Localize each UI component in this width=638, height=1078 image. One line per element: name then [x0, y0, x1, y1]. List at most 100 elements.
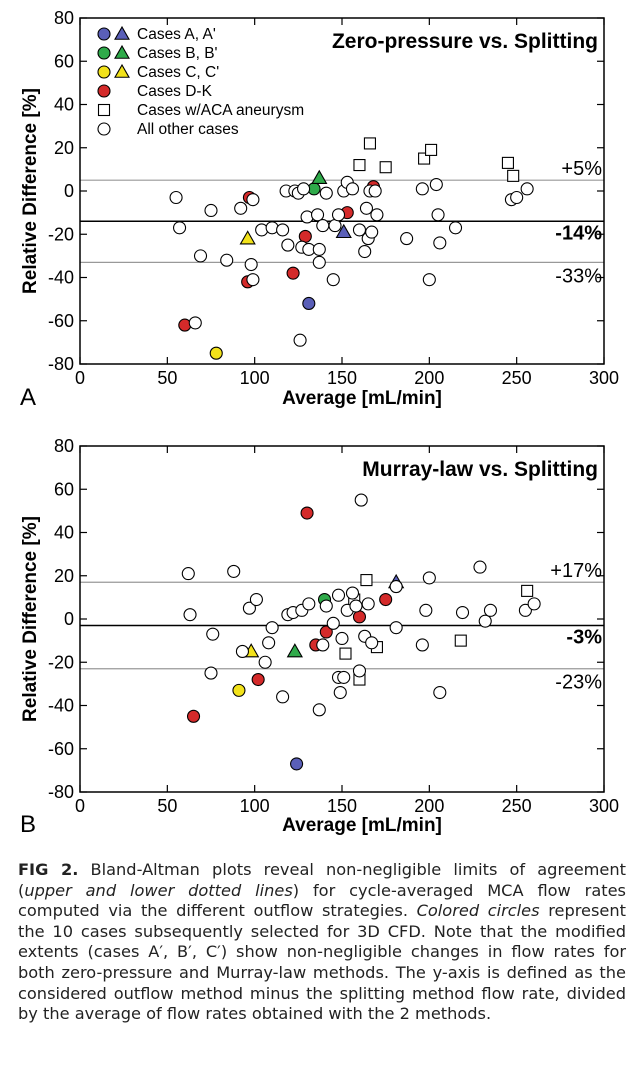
- panel-a-series-5-point-33: [352, 223, 367, 237]
- panel-a-series-5-point-29: [331, 208, 346, 222]
- panel-b-series-5-point-5: [235, 644, 249, 658]
- panel-a-xtick-label-1: 50: [157, 368, 177, 388]
- panel-a-series-5-point-49: [510, 190, 524, 205]
- legend-label-0: Cases A, A': [137, 26, 216, 43]
- panel-b-ytick-label-4: 0: [64, 609, 74, 629]
- panel-a-series-3-point-3: [286, 266, 300, 280]
- panel-b-series-4-point-6: [521, 584, 534, 597]
- panel-a-series-5-point-11: [265, 221, 279, 235]
- panel-b-series-5-point-35: [415, 638, 429, 652]
- panel-b-series-5-point-39: [455, 605, 470, 620]
- panel-b-frame: [79, 445, 605, 793]
- panel-a-series-4-point-4: [425, 143, 438, 156]
- legend-marker-circle-0: [97, 27, 111, 41]
- panel-a-series-0-point-1: [335, 223, 352, 239]
- legend-marker-triangle-0: [114, 25, 130, 40]
- panel-b-series-5-point-18: [319, 599, 333, 613]
- panel-a-ytick-label-3: -20: [48, 224, 74, 244]
- panel-b-ytick-label-8: 80: [54, 436, 74, 456]
- panel-b-ytick-label-0: -80: [48, 782, 74, 802]
- panel-b-series-5-point-4: [227, 564, 241, 578]
- panel-a-ytick-label-7: 60: [54, 51, 74, 71]
- panel-b-xtick-label-2: 100: [240, 796, 270, 816]
- panel-a-letter: A: [20, 384, 36, 411]
- panel-a-xtick-label-4: 200: [414, 368, 444, 388]
- panel-a-series-5-point-39: [368, 184, 382, 198]
- panel-a-series-4-point-0: [353, 159, 366, 172]
- legend-marker-square-4: [97, 103, 111, 117]
- panel-a-xlabel: Average [mL/min]: [282, 388, 442, 409]
- legend-marker-circle-2: [97, 65, 111, 79]
- panel-a-series-5-point-26: [319, 186, 333, 200]
- panel-a-series-5-point-35: [359, 201, 374, 215]
- panel-b-ref-label-1: -3%: [566, 626, 602, 648]
- panel-b-ylabel: Relative Difference [%]: [20, 516, 41, 722]
- caption-italic-1: upper and lower dotted lines: [24, 880, 293, 900]
- panel-b-series-5-point-31: [361, 597, 375, 611]
- panel-a-series-2-point-0: [209, 346, 223, 360]
- panel-a-series-5-point-22: [310, 208, 325, 222]
- panel-a-series-5-point-38: [365, 225, 379, 239]
- panel-a-series-5-point-7: [246, 193, 260, 207]
- panel-b-series-5-point-41: [478, 614, 492, 628]
- panel-a-series-5-point-45: [431, 208, 445, 222]
- panel-a-series-5-point-0: [169, 190, 183, 205]
- panel-a-series-3-point-0: [178, 318, 192, 332]
- panel-a-series-5-point-1: [173, 221, 187, 235]
- panel-a-series-2-point-1: [239, 230, 256, 245]
- panel-a-ytick-label-4: 0: [64, 181, 74, 201]
- caption-label: FIG 2.: [18, 860, 79, 879]
- panel-b-xtick-label-0: 0: [75, 796, 85, 816]
- panel-b-series-5-point-1: [183, 608, 197, 622]
- caption-text-3: represent the 10 cases subsequently sele…: [18, 901, 626, 1024]
- panel-a-series-5-point-3: [193, 249, 208, 263]
- panel-a-ref-label-0: +5%: [561, 158, 602, 180]
- legend-marker-triangle-1: [114, 44, 130, 59]
- panel-a-series-5-point-4: [204, 203, 218, 218]
- legend-label-2: Cases C, C': [137, 64, 219, 81]
- panel-a-series-5-point-12: [276, 223, 290, 237]
- panel-b-xlabel: Average [mL/min]: [282, 815, 442, 836]
- panel-a-series-5-point-24: [312, 242, 326, 256]
- panel-a: +5%-14%-33%0 50 100 150 200 250 300-80-60-40-2…: [20, 8, 619, 411]
- legend-marker-triangle-2: [114, 63, 130, 78]
- panel-b-series-5-point-40: [473, 560, 487, 574]
- panel-b-series-3-point-4: [319, 625, 333, 639]
- panel-b-xtick-label-4: 200: [414, 796, 444, 816]
- panel-a-series-3-point-4: [298, 229, 312, 243]
- panel-b-ytick-label-5: 20: [54, 566, 74, 586]
- panel-b-title: Murray-law vs. Splitting: [362, 458, 598, 481]
- panel-b-series-2-point-0: [232, 683, 246, 697]
- panel-a-series-5-point-34: [358, 245, 372, 259]
- panel-a-series-5-point-40: [370, 208, 384, 222]
- panel-a-series-5-point-20: [300, 210, 314, 224]
- caption-italic-2: Colored circles: [416, 901, 540, 921]
- panel-b-series-5-point-32: [365, 636, 379, 650]
- panel-b-xtick-label-3: 150: [327, 796, 357, 816]
- panel-a-ref-label-1: -14%: [555, 222, 602, 244]
- panel-a-series-5-point-43: [422, 273, 436, 287]
- panel-b-series-5-point-34: [389, 621, 403, 635]
- panel-b-series-5-point-37: [422, 571, 436, 585]
- panel-b-xtick-label-6: 300: [589, 796, 619, 816]
- panel-a-series-5-point-23: [312, 255, 326, 269]
- caption-text-2: ) for cycle-averaged MCA flow rates comp…: [18, 880, 626, 921]
- panel-b-series-5-point-28: [352, 664, 367, 678]
- panel-a-series-5-point-25: [316, 219, 330, 233]
- caption-text-1: Bland-Altman plots reveal non-negligible…: [18, 860, 627, 900]
- panel-a-series-5-point-47: [448, 221, 463, 235]
- panel-a-xtick-label-6: 300: [589, 368, 619, 388]
- panel-b-series-5-point-9: [262, 636, 276, 650]
- panel-a-ytick-label-0: -80: [48, 354, 74, 374]
- panel-b-series-5-point-3: [206, 627, 220, 641]
- panel-b-series-5-point-16: [312, 703, 326, 717]
- panel-b-series-5-point-44: [527, 597, 541, 611]
- panel-b-xtick-label-1: 50: [157, 796, 177, 816]
- panel-b-series-5-point-20: [331, 588, 346, 602]
- panel-b-xtick-label-5: 250: [502, 796, 532, 816]
- panel-a-series-5-point-10: [255, 223, 269, 237]
- panel-a-xtick-label-3: 150: [327, 368, 357, 388]
- panel-a-ylabel: Relative Difference [%]: [20, 88, 41, 294]
- panel-b-letter: B: [20, 811, 36, 838]
- panel-b-series-5-point-26: [345, 586, 360, 600]
